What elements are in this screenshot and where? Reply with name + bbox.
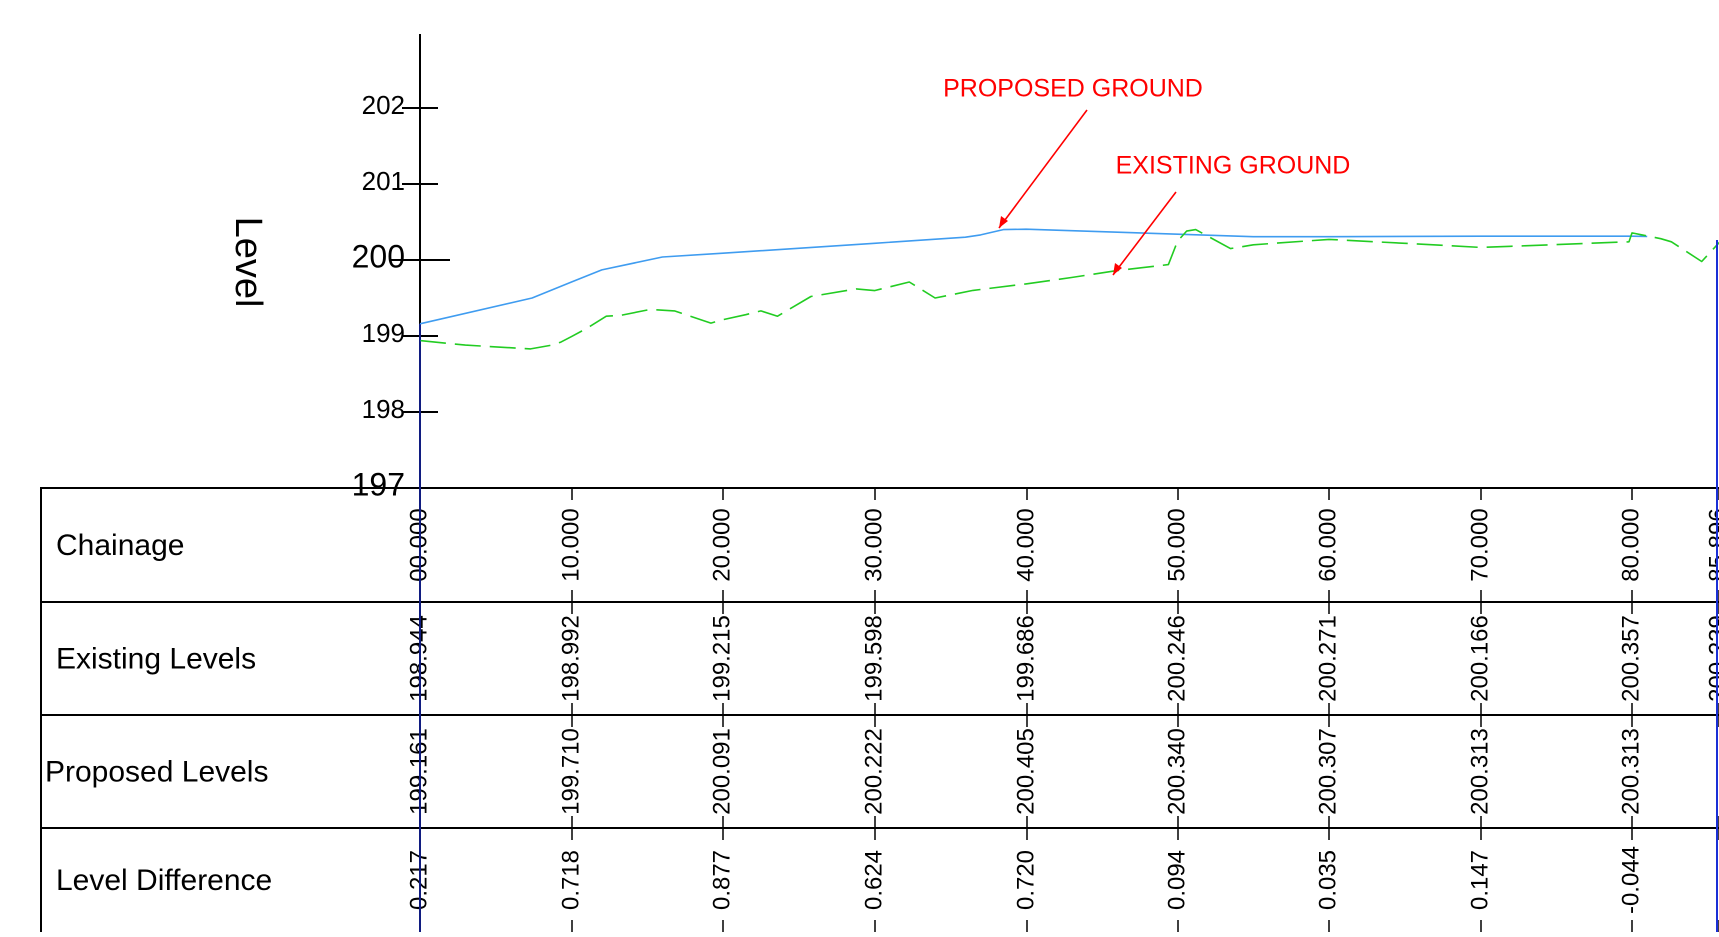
table-cell-value: 200.357 (1617, 615, 1644, 702)
table-cell-value: 80.000 (1617, 508, 1644, 581)
table-cell-value: 200.340 (1163, 728, 1190, 815)
table-cell-value: 0.094 (1163, 850, 1190, 910)
y-axis-label: Level (227, 217, 269, 308)
plot-series (419, 228, 1719, 932)
table-cell-value: 199.710 (557, 728, 584, 815)
table-cell-value: 200.271 (1314, 615, 1341, 702)
table-cell-value: 199.686 (1012, 615, 1039, 702)
table-cell-value: 200.313 (1466, 728, 1493, 815)
table-cell-value: 200.091 (708, 728, 735, 815)
table-cell-value: 50.000 (1163, 508, 1190, 581)
table-cell-value: 0.217 (405, 850, 432, 910)
table-row-label: Existing Levels (56, 642, 256, 675)
table-cell-value: 200.239 (1704, 615, 1719, 702)
table-cell-value: 0.718 (557, 850, 584, 910)
proposed-ground-leader (998, 109, 1088, 229)
table-cell-value: 199.598 (860, 615, 887, 702)
table-cell-value: 200.313 (1617, 728, 1644, 815)
table-cell-value: 200.307 (1314, 728, 1341, 815)
existing-ground-label: EXISTING GROUND (1116, 152, 1351, 180)
table-cell-value: 200.405 (1012, 728, 1039, 815)
table-cell-value: 200.246 (1163, 615, 1190, 702)
table-cell-value: 0.624 (860, 850, 887, 910)
table-cell-value: 199.161 (405, 728, 432, 815)
existing-ground-arrowhead (1113, 263, 1122, 275)
table-cell-value: 20.000 (708, 508, 735, 581)
y-tick-label: 202 (362, 90, 405, 120)
table-cell-value: 85.896 (1704, 508, 1719, 581)
table-cell-value: 198.992 (557, 615, 584, 702)
table-cell-value: 00.000 (405, 508, 432, 581)
y-tick-label: 197 (352, 466, 405, 502)
table-cell-value: 30.000 (860, 508, 887, 581)
y-tick-label: 198 (362, 394, 405, 424)
existing-ground-line (419, 228, 1719, 350)
table-cell-value: 0.147 (1466, 850, 1493, 910)
table-cell-value: 200.222 (860, 728, 887, 815)
table-row-label: Level Difference (56, 864, 272, 897)
table-cell-value: 199.215 (708, 615, 735, 702)
proposed-ground-arrowhead (999, 216, 1008, 228)
y-tick-label: 201 (362, 166, 405, 196)
y-axis: 202 201 200 199 198 197 (352, 34, 450, 932)
annotations: PROPOSED GROUND EXISTING GROUND (943, 75, 1351, 276)
table-cell-value: -0.044 (1617, 846, 1644, 914)
table-cell-value: 10.000 (557, 508, 584, 581)
table-cell-value: 0.035 (1314, 850, 1341, 910)
table-row-label: Proposed Levels (45, 755, 268, 788)
proposed-ground-line (419, 228, 1648, 325)
table-row-label: Chainage (56, 529, 184, 562)
proposed-ground-label: PROPOSED GROUND (943, 75, 1203, 103)
table-cell-value: 40.000 (1012, 508, 1039, 581)
table-cell-value: 60.000 (1314, 508, 1341, 581)
y-tick-label: 199 (362, 318, 405, 348)
table-cell-value: 0.720 (1012, 850, 1039, 910)
y-tick-label: 200 (352, 238, 405, 274)
table-cell-value: 200.166 (1466, 615, 1493, 702)
table-cell-value: 70.000 (1466, 508, 1493, 581)
data-table: Chainage 00.000 10.000 20.000 30.000 40.000 50… (40, 487, 1719, 935)
existing-ground-leader (1112, 191, 1177, 276)
table-cell-value: 0.877 (708, 850, 735, 910)
table-cell-value: 198.944 (405, 615, 432, 702)
